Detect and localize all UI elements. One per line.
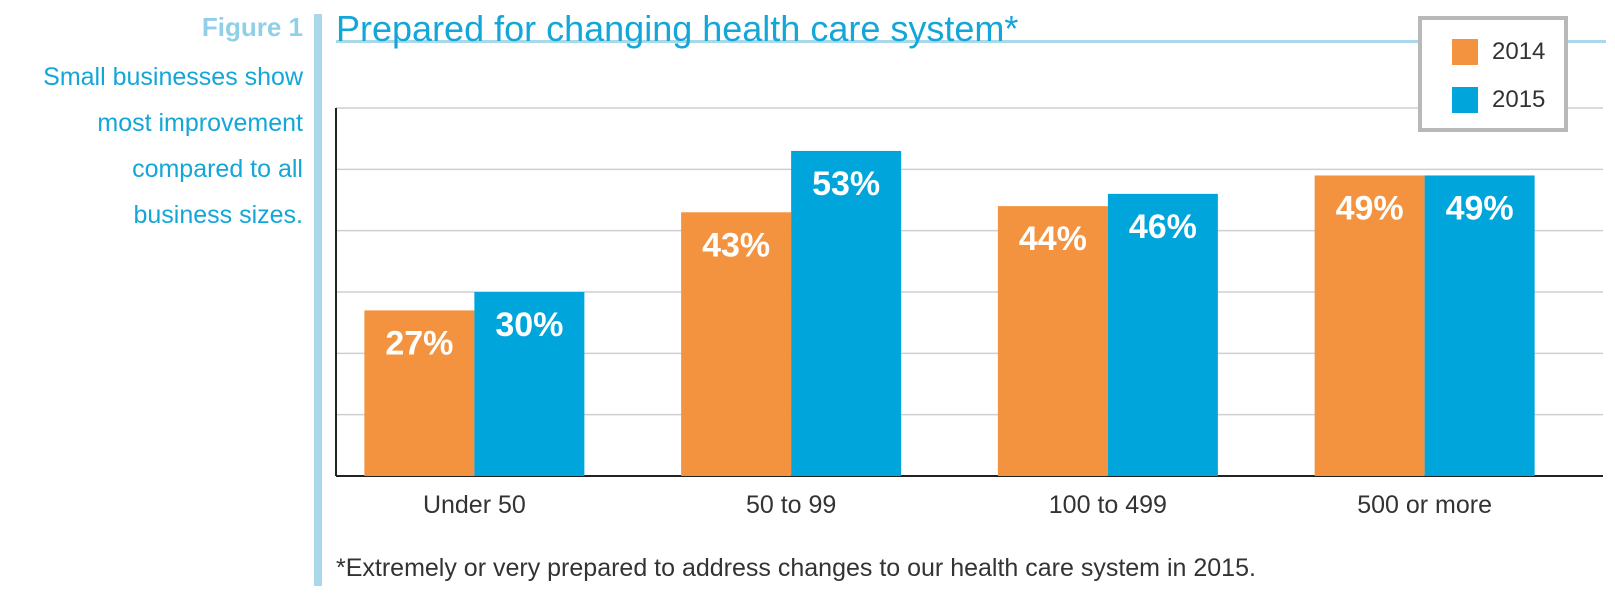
bar-value-label: 43%: [702, 226, 770, 264]
caption-line-3: compared to all: [132, 155, 303, 183]
caption-line-1: Small businesses show: [43, 63, 303, 91]
bar-2015: [1424, 175, 1535, 476]
x-tick-label: Under 50: [423, 491, 526, 519]
x-tick-label: 50 to 99: [746, 491, 836, 519]
figure-caption-text: Small businesses show most improvement c…: [0, 54, 303, 238]
bar-2014: [997, 206, 1108, 476]
bar-value-label: 30%: [495, 306, 563, 344]
bar-2015: [474, 292, 585, 476]
legend-swatch-2015: [1452, 87, 1478, 113]
figure-caption: Figure 1 Small businesses show most impr…: [0, 12, 303, 238]
bar-2014: [1314, 175, 1425, 476]
legend-label-2014: 2014: [1492, 38, 1546, 65]
bar-value-label: 44%: [1019, 220, 1087, 258]
legend-label-2015: 2015: [1492, 86, 1546, 113]
title-underline: [336, 40, 1606, 43]
chart-title: Prepared for changing health care system…: [336, 8, 1019, 49]
bar-value-label: 53%: [812, 165, 880, 203]
bar-value-label: 46%: [1129, 208, 1197, 246]
legend-item-2014: 2014: [1452, 38, 1545, 66]
bar-2014: [364, 310, 475, 476]
bar-2015: [791, 150, 902, 476]
bar-value-label: 49%: [1336, 189, 1404, 227]
vertical-divider: [314, 14, 322, 586]
bar-value-label: 27%: [385, 324, 453, 362]
bar-value-label: 49%: [1446, 189, 1514, 227]
legend-swatch-2014: [1452, 39, 1478, 65]
figure-label: Figure 1: [201, 12, 303, 42]
caption-line-4: business sizes.: [133, 201, 303, 229]
chart-footnote: *Extremely or very prepared to address c…: [336, 554, 1256, 582]
x-tick-label: 500 or more: [1357, 491, 1492, 519]
x-tick-label: 100 to 499: [1049, 491, 1167, 519]
bar-2015: [1107, 193, 1218, 476]
bar-2014: [681, 212, 792, 476]
chart-legend: 2014 2015: [1418, 16, 1568, 132]
legend-item-2015: 2015: [1452, 86, 1545, 114]
caption-line-2: most improvement: [97, 109, 303, 137]
